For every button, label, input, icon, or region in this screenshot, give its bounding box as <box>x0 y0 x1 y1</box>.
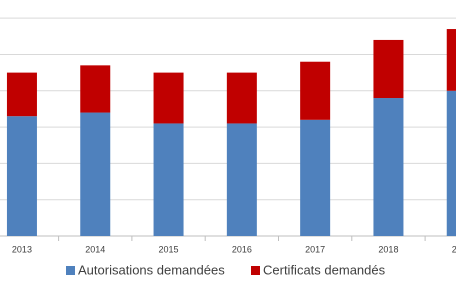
x-tick-label: 2017 <box>305 244 325 254</box>
bar-segment <box>226 123 257 236</box>
legend-swatch <box>66 266 75 275</box>
x-tick-label: 2015 <box>159 244 179 254</box>
bar-segment <box>446 90 456 237</box>
bar-segment <box>373 98 404 237</box>
x-tick-label: 2019 <box>452 244 456 254</box>
x-tick-label: 2018 <box>378 244 398 254</box>
bar-segment <box>153 72 184 124</box>
x-tick-label: 2016 <box>232 244 252 254</box>
legend-label: Autorisations demandées <box>78 262 225 277</box>
legend-swatch <box>251 266 260 275</box>
bar-segment <box>446 29 456 91</box>
bar-segment <box>300 61 331 120</box>
x-tick-label: 2014 <box>85 244 105 254</box>
bar-segment <box>80 112 111 236</box>
bar-segment <box>6 116 37 236</box>
bar-segment <box>373 39 404 99</box>
bar-segment <box>80 65 111 113</box>
bar-segment <box>300 119 331 236</box>
x-tick-label: 2013 <box>12 244 32 254</box>
bar-segment <box>6 72 37 117</box>
bar-segment <box>153 123 184 236</box>
bar-segment <box>226 72 257 124</box>
legend-label: Certificats demandés <box>263 262 386 277</box>
